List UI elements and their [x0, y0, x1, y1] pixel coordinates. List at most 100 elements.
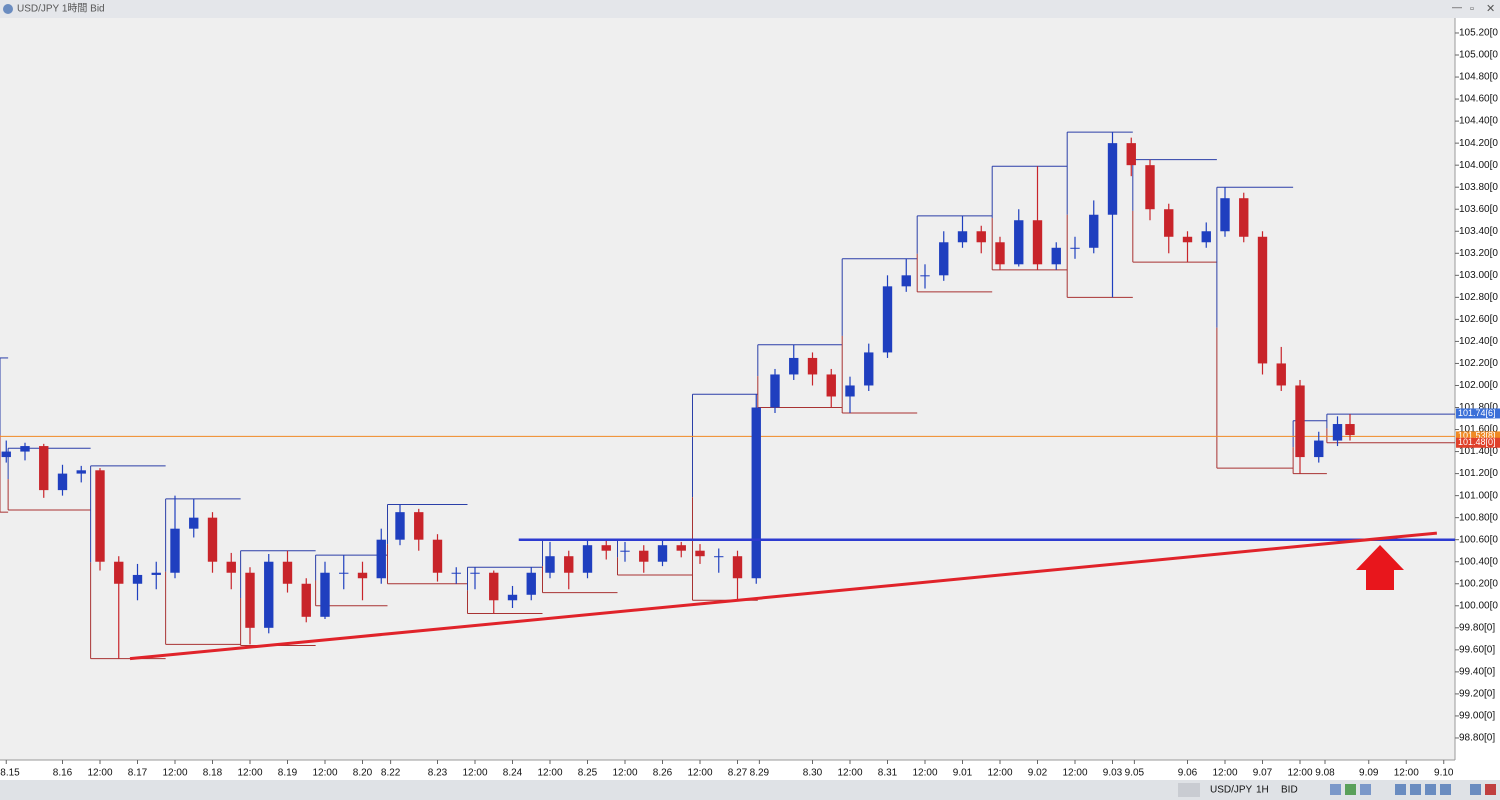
toolbar: [0, 780, 1500, 800]
x-tick-label: 12:00: [162, 768, 187, 779]
y-tick-label: 104.20[0: [1459, 138, 1498, 149]
candle-body: [1345, 424, 1355, 436]
y-tick-label: 105.00[0: [1459, 50, 1498, 61]
candle-body: [507, 594, 518, 601]
maximize-button[interactable]: ▫: [1470, 3, 1474, 15]
symbol-dropdown[interactable]: USD/JPY: [1210, 785, 1253, 796]
candle-body: [657, 545, 668, 562]
y-tick-label: 102.40[0: [1459, 336, 1498, 347]
candle-body: [1051, 247, 1061, 265]
candle-body: [564, 556, 574, 573]
x-tick-label: 12:00: [612, 768, 637, 779]
candle-body: [995, 242, 1005, 265]
candle-body: [320, 572, 330, 617]
candle-body: [114, 561, 124, 584]
y-tick-label: 99.80[0]: [1459, 622, 1495, 633]
price-side-dropdown[interactable]: BID: [1281, 785, 1298, 796]
tool-icon[interactable]: [1330, 784, 1341, 795]
candle-body: [920, 275, 930, 277]
y-tick-label: 101.60[0: [1459, 424, 1498, 435]
scroll-button[interactable]: [1178, 783, 1200, 797]
tool-icon[interactable]: [1345, 784, 1356, 795]
x-tick-label: 12:00: [987, 768, 1012, 779]
candle-body: [245, 572, 255, 628]
tool-icon[interactable]: [1485, 784, 1496, 795]
chart-layer: [0, 131, 1455, 661]
candle-body: [1239, 198, 1249, 237]
tool-icon[interactable]: [1410, 784, 1421, 795]
x-tick-label: 8.23: [428, 768, 448, 779]
candle-body: [264, 561, 274, 628]
candle-body: [751, 407, 761, 579]
x-tick-label: 8.24: [503, 768, 523, 779]
y-tick-label: 99.20[0]: [1459, 689, 1495, 700]
plot-area: [0, 18, 1455, 760]
x-tick-label: 8.15: [0, 768, 20, 779]
candle-body: [1126, 143, 1136, 166]
candle-body: [1145, 165, 1155, 210]
x-tick-label: 8.29: [750, 768, 770, 779]
x-tick-label: 8.16: [53, 768, 73, 779]
tool-icon[interactable]: [1360, 784, 1371, 795]
candle-body: [639, 550, 649, 562]
timeframe-dropdown[interactable]: 1H: [1256, 785, 1269, 796]
price-tag-label: 101.53[8]: [1458, 431, 1496, 441]
candle-body: [807, 357, 818, 375]
x-tick-label: 8.31: [878, 768, 898, 779]
x-tick-label: 12:00: [1212, 768, 1237, 779]
x-tick-label: 9.09: [1359, 768, 1379, 779]
price-tag: [1456, 408, 1500, 419]
y-tick-label: 104.00[0: [1459, 160, 1498, 171]
x-tick-label: 9.10: [1434, 768, 1454, 779]
candle-body: [339, 572, 349, 574]
tool-icon[interactable]: [1425, 784, 1436, 795]
close-button[interactable]: ✕: [1486, 3, 1495, 15]
price-tag-label: 101.48[0]: [1458, 437, 1496, 447]
trendline: [129, 531, 1438, 661]
x-tick-label: 12:00: [1062, 768, 1087, 779]
y-tick-label: 100.20[0: [1459, 578, 1498, 589]
tool-icon[interactable]: [1395, 784, 1406, 795]
candle-body: [620, 550, 630, 552]
x-tick-label: 12:00: [687, 768, 712, 779]
x-tick-label: 9.06: [1178, 768, 1198, 779]
candle-body: [1332, 424, 1343, 441]
candle-body: [1182, 236, 1193, 243]
candle-body: [1, 451, 11, 458]
x-tick-label: 12:00: [237, 768, 262, 779]
tool-icon[interactable]: [1470, 784, 1481, 795]
candle-body: [1295, 385, 1305, 458]
y-tick-label: 105.20[0: [1459, 28, 1498, 39]
candle-body: [582, 545, 593, 573]
minimize-button[interactable]: —: [1452, 3, 1462, 14]
candle-body: [732, 556, 743, 579]
breakout-arrow: [1356, 545, 1404, 590]
price-axis: [1455, 18, 1500, 760]
x-tick-label: 8.18: [203, 768, 223, 779]
candle-body: [1276, 363, 1286, 386]
candle-body: [489, 572, 499, 601]
candle-body: [882, 286, 893, 353]
candle-body: [1089, 214, 1099, 248]
candle-body: [901, 275, 911, 287]
candle-body: [151, 572, 161, 575]
y-tick-label: 103.00[0: [1459, 270, 1498, 281]
candle-body: [976, 231, 986, 243]
candle-body: [676, 545, 686, 551]
candle-body: [1070, 247, 1080, 249]
candle-body: [76, 470, 86, 474]
candle-body: [845, 385, 855, 397]
y-tick-label: 104.60[0: [1459, 94, 1498, 105]
x-tick-label: 8.19: [278, 768, 298, 779]
x-tick-label: 12:00: [462, 768, 487, 779]
x-tick-label: 9.02: [1028, 768, 1048, 779]
x-tick-label: 12:00: [837, 768, 862, 779]
candle-body: [189, 517, 199, 529]
y-tick-label: 101.00[0: [1459, 490, 1498, 501]
x-tick-label: 8.20: [353, 768, 373, 779]
tool-icon[interactable]: [1440, 784, 1451, 795]
y-tick-label: 103.60[0: [1459, 204, 1498, 215]
candle-body: [301, 583, 311, 617]
